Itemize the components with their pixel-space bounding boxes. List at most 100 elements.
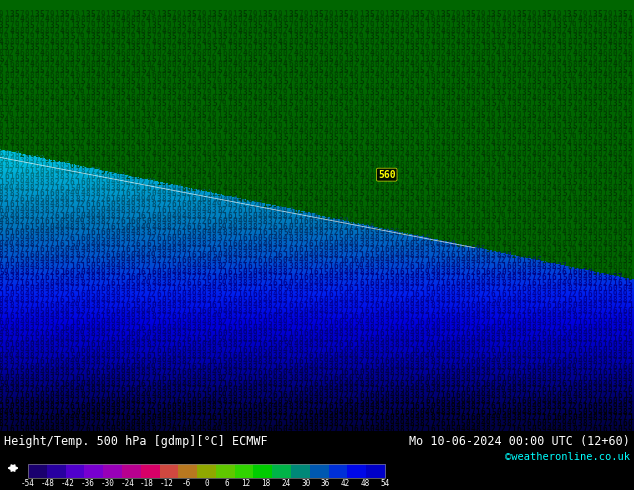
Text: 5: 5 (323, 268, 328, 276)
Text: 7: 7 (349, 178, 354, 187)
Text: 5: 5 (486, 189, 491, 198)
Text: 7: 7 (313, 133, 318, 142)
Text: 6: 6 (141, 212, 146, 220)
Text: 3: 3 (552, 346, 557, 355)
Text: 8: 8 (567, 396, 572, 406)
Text: 4: 4 (607, 352, 612, 361)
Text: 4: 4 (379, 396, 384, 406)
Text: 7: 7 (577, 396, 582, 406)
Text: 7: 7 (151, 144, 156, 153)
Text: 2: 2 (491, 49, 496, 58)
Text: 9: 9 (115, 234, 120, 243)
Text: 9: 9 (115, 21, 120, 30)
Text: 2: 2 (526, 94, 531, 103)
Text: 9: 9 (425, 155, 430, 165)
Text: 2: 2 (136, 262, 141, 271)
Text: 3: 3 (247, 335, 252, 344)
Text: 3: 3 (171, 385, 176, 394)
Text: 2: 2 (531, 60, 536, 69)
Text: 8: 8 (318, 284, 323, 294)
Text: 1: 1 (217, 167, 222, 176)
Text: 0: 0 (85, 15, 90, 24)
Text: 3: 3 (425, 111, 430, 120)
Text: 0: 0 (105, 228, 110, 237)
Text: 8: 8 (618, 38, 623, 47)
Text: 1: 1 (222, 323, 227, 333)
Text: 1: 1 (562, 234, 567, 243)
Text: 1: 1 (323, 189, 328, 198)
Text: 2: 2 (511, 307, 516, 316)
Text: 9: 9 (618, 374, 623, 383)
Text: 5: 5 (547, 178, 552, 187)
Text: 6: 6 (415, 228, 420, 237)
Bar (160, 464, 179, 478)
Text: 7: 7 (481, 346, 486, 355)
Text: 6: 6 (384, 206, 389, 215)
Text: 9: 9 (39, 21, 44, 30)
Text: 0: 0 (394, 206, 399, 215)
Text: 1: 1 (293, 301, 298, 310)
Text: 7: 7 (354, 251, 359, 260)
Text: 1: 1 (547, 273, 552, 282)
Text: 1: 1 (9, 284, 14, 294)
Text: 7: 7 (55, 318, 60, 327)
Text: 2: 2 (262, 419, 268, 428)
Text: 5: 5 (110, 99, 115, 108)
Text: 4: 4 (141, 223, 146, 232)
Text: 1: 1 (369, 251, 374, 260)
Text: 6: 6 (181, 368, 186, 377)
Text: 5: 5 (60, 99, 65, 108)
Text: 4: 4 (39, 424, 44, 434)
Text: 7: 7 (257, 307, 262, 316)
Text: 6: 6 (364, 307, 369, 316)
Text: 8: 8 (526, 352, 531, 361)
Text: 7: 7 (242, 284, 247, 294)
Text: 7: 7 (14, 335, 19, 344)
Text: 2: 2 (481, 318, 486, 327)
Text: 6: 6 (618, 391, 623, 400)
Text: 7: 7 (278, 200, 283, 209)
Text: 5: 5 (303, 391, 308, 400)
Text: 2: 2 (364, 217, 369, 226)
Text: 8: 8 (536, 240, 541, 248)
Text: 7: 7 (501, 284, 506, 294)
Text: 1: 1 (470, 385, 476, 394)
Text: 5: 5 (44, 144, 49, 153)
Text: 4: 4 (379, 38, 384, 47)
Text: 1: 1 (232, 10, 237, 19)
Text: 9: 9 (359, 32, 364, 41)
Text: 7: 7 (323, 256, 328, 266)
Text: 9: 9 (623, 245, 628, 254)
Text: 1: 1 (146, 268, 151, 276)
Text: 3: 3 (80, 43, 85, 52)
Text: 7: 7 (100, 335, 105, 344)
Text: 8: 8 (465, 262, 470, 271)
Text: 8: 8 (501, 279, 506, 288)
Text: 7: 7 (344, 251, 349, 260)
Text: 0: 0 (197, 116, 202, 125)
Text: 6: 6 (430, 15, 435, 24)
Text: 8: 8 (470, 60, 476, 69)
Text: 3: 3 (262, 414, 268, 422)
Text: 9: 9 (323, 43, 328, 52)
Text: 6: 6 (115, 26, 120, 36)
Text: 5: 5 (496, 323, 501, 333)
Text: 9: 9 (232, 279, 237, 288)
Text: 7: 7 (136, 77, 141, 86)
Text: 4: 4 (318, 363, 323, 372)
Text: 7: 7 (536, 357, 541, 367)
Text: 8: 8 (333, 419, 339, 428)
Text: 4: 4 (536, 172, 541, 181)
Text: 0: 0 (440, 15, 445, 24)
Text: 5: 5 (623, 313, 628, 321)
Text: 4: 4 (202, 318, 207, 327)
Text: 3: 3 (486, 396, 491, 406)
Text: 3: 3 (379, 346, 384, 355)
Text: 6: 6 (491, 402, 496, 411)
Text: 2: 2 (156, 200, 161, 209)
Text: 2: 2 (252, 313, 257, 321)
Text: 0: 0 (445, 256, 450, 266)
Text: 8: 8 (232, 72, 237, 80)
Text: 9: 9 (55, 32, 60, 41)
Text: 0: 0 (359, 217, 364, 226)
